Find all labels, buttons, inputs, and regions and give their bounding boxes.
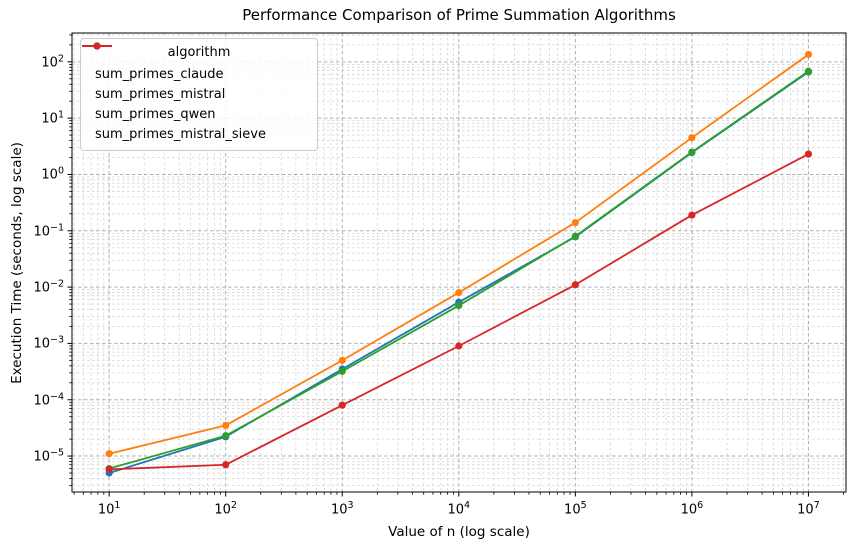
x-tick-label: 101 (97, 500, 121, 518)
legend-item-sum_primes_mistral_sieve: sum_primes_mistral_sieve (81, 42, 317, 144)
data-point-sum_primes_mistral_sieve (105, 465, 113, 473)
legend-item-label: sum_primes_mistral_sieve (95, 126, 266, 142)
data-point-sum_primes_mistral_sieve (338, 401, 346, 409)
data-point-sum_primes_mistral (222, 421, 230, 430)
x-tick-label: 106 (680, 500, 704, 518)
x-tick-label: 105 (564, 500, 587, 518)
y-tick-label: 101 (41, 109, 64, 127)
y-tick-label: 10−3 (33, 334, 64, 353)
legend-item-sum_primes_qwen: sum_primes_qwen (81, 42, 317, 124)
legend-item-sum_primes_claude: sum_primes_claude (81, 42, 317, 84)
legend-marker-icon (82, 42, 112, 50)
chart-title: Performance Comparison of Prime Summatio… (242, 6, 676, 24)
x-tick-label: 107 (797, 500, 820, 518)
data-point-sum_primes_mistral_sieve (804, 150, 813, 158)
data-point-sum_primes_mistral (338, 356, 346, 364)
x-tick-label: 103 (330, 500, 354, 518)
y-tick-label: 10−1 (33, 222, 64, 240)
legend-item-label: sum_primes_claude (95, 66, 224, 82)
data-point-sum_primes_qwen (222, 432, 230, 440)
y-tick-label: 102 (41, 53, 64, 71)
y-tick-label: 10−4 (33, 391, 64, 409)
data-point-sum_primes_mistral (571, 218, 579, 227)
legend-items: sum_primes_claude sum_primes_mistral sum_p… (81, 42, 317, 144)
data-point-sum_primes_qwen (688, 148, 696, 156)
y-axis-label: Execution Time (seconds, log scale) (9, 142, 25, 384)
legend-item-label: sum_primes_qwen (95, 106, 216, 122)
x-tick-label: 104 (447, 500, 471, 518)
x-axis-label: Value of n (log scale) (388, 524, 530, 540)
y-tick-label: 10−5 (33, 447, 64, 465)
y-tick-label: 10−2 (33, 278, 64, 296)
data-point-sum_primes_qwen (338, 367, 346, 375)
data-point-sum_primes_qwen (455, 301, 463, 310)
data-point-sum_primes_mistral (455, 288, 463, 297)
data-point-sum_primes_mistral (688, 134, 696, 142)
data-point-sum_primes_mistral_sieve (688, 211, 696, 219)
y-tick-label: 100 (41, 165, 64, 184)
legend-title: algorithm (167, 45, 231, 60)
legend-item-label: sum_primes_mistral (95, 86, 226, 102)
data-point-sum_primes_mistral (804, 50, 813, 59)
legend: algorithm sum_primes_claude sum_primes_mi… (80, 38, 318, 151)
data-point-sum_primes_mistral_sieve (455, 342, 463, 350)
data-point-sum_primes_qwen (571, 232, 579, 240)
legend-item-sum_primes_mistral: sum_primes_mistral (81, 42, 317, 104)
x-tick-label: 102 (214, 500, 237, 518)
data-point-sum_primes_mistral_sieve (571, 281, 579, 289)
data-point-sum_primes_mistral (105, 450, 113, 458)
data-point-sum_primes_qwen (804, 67, 813, 75)
data-point-sum_primes_mistral_sieve (222, 461, 230, 469)
